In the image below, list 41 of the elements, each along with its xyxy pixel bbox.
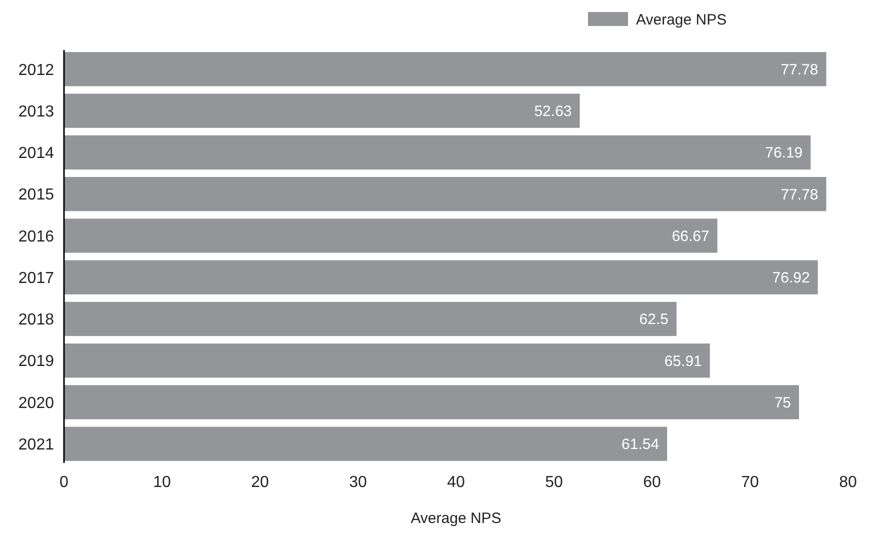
x-axis-title: Average NPS <box>410 510 502 527</box>
data-label: 52.63 <box>534 103 572 120</box>
bar <box>64 176 826 212</box>
y-tick-label: 2018 <box>18 312 54 329</box>
data-label: 77.78 <box>780 61 818 78</box>
bar <box>64 426 668 461</box>
y-tick-label: 2016 <box>18 228 54 246</box>
bar <box>64 94 580 128</box>
y-tick-label: 2020 <box>18 394 54 412</box>
y-tick-label: 2017 <box>18 270 54 287</box>
data-label: 77.78 <box>780 186 818 204</box>
bar <box>64 260 818 294</box>
bar <box>64 385 799 420</box>
x-tick-label: 20 <box>251 474 269 491</box>
data-label: 62.5 <box>639 311 668 328</box>
legend-label: Average NPS <box>636 11 727 28</box>
data-label: 76.19 <box>765 144 803 162</box>
x-tick-label: 50 <box>545 474 563 491</box>
bar <box>64 344 710 378</box>
data-label: 75 <box>774 394 791 412</box>
x-tick-label: 40 <box>447 474 465 491</box>
x-tick-label: 60 <box>643 474 661 491</box>
bar <box>64 52 826 86</box>
data-label: 61.54 <box>622 436 660 454</box>
y-tick-label: 2012 <box>18 62 54 79</box>
x-tick-label: 70 <box>741 474 759 491</box>
y-tick-label: 2021 <box>18 436 54 454</box>
y-tick-label: 2013 <box>18 103 54 120</box>
y-tick-label: 2014 <box>18 145 54 162</box>
x-tick-label: 0 <box>60 474 69 491</box>
x-tick-label: 10 <box>153 474 171 491</box>
bar <box>64 135 811 170</box>
bar <box>64 218 718 253</box>
x-tick-label: 30 <box>349 474 367 491</box>
y-tick-label: 2015 <box>18 186 54 204</box>
x-tick-label: 80 <box>839 474 857 491</box>
data-label: 65.91 <box>664 352 702 370</box>
data-label: 66.67 <box>672 228 710 245</box>
y-tick-label: 2019 <box>18 353 54 370</box>
bar <box>64 302 676 336</box>
data-label: 76.92 <box>772 270 810 287</box>
